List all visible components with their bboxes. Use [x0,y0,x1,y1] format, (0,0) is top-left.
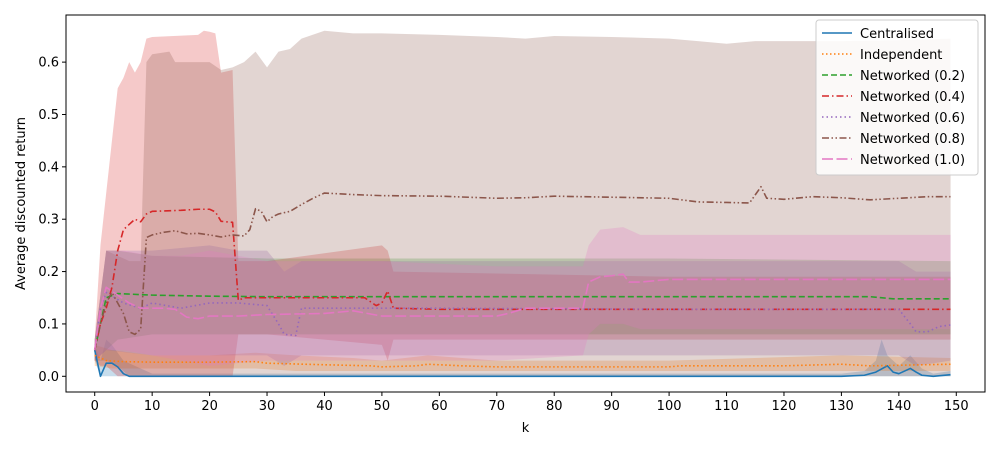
x-tick-label: 130 [829,399,854,414]
x-tick-label: 60 [431,399,448,414]
band-series-4 [94,245,951,366]
legend-label: Independent [860,48,942,63]
confidence-bands [94,30,951,377]
x-tick-label: 70 [489,399,506,414]
legend-label: Networked (0.8) [860,132,965,147]
y-tick-label: 0.3 [38,213,59,228]
x-tick-label: 80 [546,399,563,414]
x-tick-label: 20 [201,399,218,414]
legend-label: Networked (1.0) [860,153,965,168]
line-series-1 [94,354,951,368]
band-series-5 [94,30,951,377]
x-tick-label: 90 [603,399,620,414]
line-series-6 [93,273,951,351]
x-axis-label: k [522,421,530,436]
legend: Centralised Independent Networked (0.2) Net… [815,19,979,176]
x-tick-label: 140 [886,399,911,414]
band-series-1 [94,344,951,372]
x-axis-ticks: 0 10 20 30 40 50 60 70 80 90 100 110 120 130 140 150 [91,392,969,414]
line-series-0 [93,349,951,378]
y-axis-label: Average discounted return [14,117,29,290]
x-tick-label: 120 [772,399,797,414]
legend-label: Networked (0.6) [860,111,965,126]
y-tick-label: 0.0 [38,370,59,385]
band-series-0 [94,339,951,377]
band-series-3 [94,30,951,377]
line-series-4 [93,291,951,351]
line-series-3 [93,208,951,351]
legend-label: Networked (0.4) [860,90,965,105]
x-tick-label: 100 [657,399,682,414]
x-tick-label: 50 [374,399,391,414]
x-tick-label: 40 [316,399,333,414]
legend-label: Centralised [860,27,934,42]
y-tick-label: 0.1 [38,317,59,332]
legend-box [815,19,979,176]
x-tick-label: 30 [259,399,276,414]
band-series-2 [94,250,951,361]
x-tick-label: 110 [714,399,739,414]
x-tick-label: 10 [144,399,161,414]
legend-label: Networked (0.2) [860,69,965,84]
y-tick-label: 0.2 [38,265,59,280]
y-tick-label: 0.5 [38,108,59,123]
y-tick-label: 0.6 [38,56,59,71]
series-lines [93,185,951,378]
line-series-5 [93,185,951,351]
plot-frame [65,14,986,393]
x-tick-label: 0 [91,399,99,414]
x-tick-label: 150 [944,399,969,414]
y-axis-ticks: 0.0 0.1 0.2 0.3 0.4 0.5 0.6 [38,56,66,385]
y-tick-label: 0.4 [38,160,59,175]
